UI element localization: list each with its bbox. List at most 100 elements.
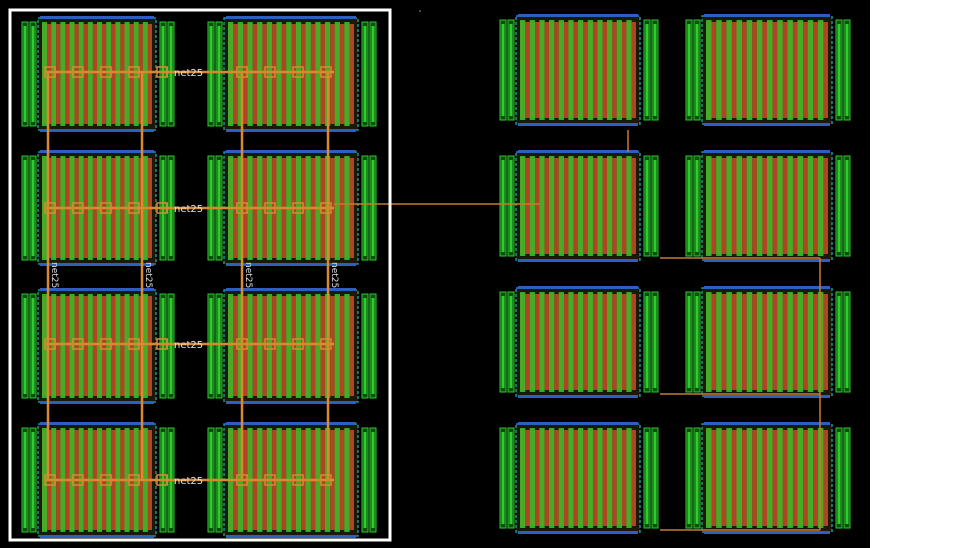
poly-gate	[602, 158, 607, 254]
right-cell-r0-c1[interactable]	[685, 14, 851, 126]
diffusion-finger	[228, 294, 234, 398]
diffusion-finger	[607, 20, 613, 120]
diffusion-finger	[60, 294, 66, 398]
diffusion-finger	[539, 428, 545, 528]
viewer-margin	[870, 0, 960, 548]
guard-ring-fill	[653, 296, 657, 388]
poly-gate	[554, 430, 559, 526]
poly-gate	[534, 430, 540, 526]
poly-gate	[762, 22, 767, 118]
right-cell-r3-c0[interactable]	[499, 422, 659, 534]
diffusion-finger	[78, 294, 84, 398]
diffusion-finger	[626, 292, 632, 392]
via-contact	[128, 338, 140, 350]
guard-ring-fill	[209, 26, 213, 122]
poly-gate	[711, 158, 717, 254]
bottom-rail	[226, 129, 356, 132]
diffusion-finger	[334, 294, 340, 398]
net-label-horizontal: net25	[174, 204, 203, 215]
diffusion-finger	[549, 156, 555, 256]
poly-gate	[563, 22, 569, 118]
layout-canvas[interactable]: net25 net25 net25 net25 net25 net25 net25 net25	[0, 0, 870, 548]
guard-ring-fill	[363, 298, 367, 394]
diffusion-finger	[315, 294, 321, 398]
poly-gate	[339, 430, 345, 530]
diffusion-finger	[69, 22, 75, 126]
guard-ring-fill	[501, 24, 505, 116]
poly-gate	[612, 294, 617, 390]
right-cell-r1-c1[interactable]	[685, 150, 851, 262]
diffusion-finger	[736, 428, 743, 528]
poly-gate	[554, 22, 559, 118]
poly-gate	[583, 294, 588, 390]
poly-gate	[782, 22, 788, 118]
selection-box[interactable]	[8, 8, 392, 542]
poly-gate	[111, 296, 116, 396]
poly-gate	[339, 158, 345, 258]
diffusion-finger	[549, 20, 555, 120]
diffusion-finger	[558, 292, 564, 392]
right-cell-r2-c1[interactable]	[685, 286, 851, 398]
guard-ring-fill	[695, 432, 699, 524]
left-cell-r0-c0[interactable]	[21, 16, 175, 132]
diffusion-finger	[756, 292, 763, 392]
poly-gate	[339, 296, 345, 396]
bottom-rail	[704, 259, 830, 262]
diffusion-finger	[626, 20, 632, 120]
poly-gate	[583, 430, 588, 526]
right-cell-r2-c0[interactable]	[499, 286, 659, 398]
poly-gate	[631, 294, 636, 390]
poly-gate	[813, 22, 818, 118]
guard-ring-fill	[687, 160, 691, 252]
diffusion-finger	[115, 22, 121, 126]
poly-gate	[320, 296, 325, 396]
diffusion-finger	[60, 22, 66, 126]
diffusion-finger	[520, 20, 526, 120]
diffusion-finger	[807, 20, 814, 120]
guard-ring-fill	[31, 432, 35, 528]
poly-gate	[631, 158, 636, 254]
via-contact	[44, 202, 56, 214]
poly-gate	[83, 24, 88, 124]
net-labels: net25 net25 net25 net25 net25 net25 net25 net25	[49, 68, 339, 487]
via-contact	[320, 338, 332, 350]
poly-gate	[65, 296, 70, 396]
top-rail	[226, 288, 356, 291]
top-rail	[40, 422, 154, 425]
poly-gate	[731, 158, 737, 254]
guard-ring-fill	[161, 298, 165, 394]
poly-gate	[563, 430, 569, 526]
diffusion-finger	[295, 22, 302, 126]
diffusion-finger	[334, 428, 340, 532]
right-cell-r1-c0[interactable]	[499, 150, 659, 262]
diffusion-finger	[726, 428, 732, 528]
right-device-array[interactable]	[499, 14, 851, 534]
diffusion-finger	[726, 20, 732, 120]
right-cell-r0-c0[interactable]	[499, 14, 659, 126]
diffusion-finger	[578, 428, 584, 528]
poly-gate	[823, 22, 828, 118]
diffusion-finger	[626, 156, 632, 256]
poly-gate	[129, 296, 134, 396]
via-contact	[264, 202, 276, 214]
diffusion-finger	[295, 294, 302, 398]
poly-gate	[252, 24, 258, 124]
left-cell-r0-c1[interactable]	[207, 16, 377, 132]
left-cell-r2-c1[interactable]	[207, 288, 377, 404]
diffusion-finger	[133, 294, 139, 398]
diffusion-finger	[69, 294, 75, 398]
diffusion-finger	[142, 22, 148, 126]
diffusion-finger	[787, 156, 793, 256]
poly-gate	[772, 294, 778, 390]
diffusion-finger	[305, 294, 311, 398]
diffusion-finger	[97, 22, 103, 126]
guard-ring-fill	[687, 24, 691, 116]
diffusion-finger	[578, 292, 584, 392]
diffusion-finger	[87, 294, 93, 398]
poly-gate	[525, 158, 530, 254]
right-cell-r3-c1[interactable]	[685, 422, 851, 534]
poly-gate	[762, 294, 767, 390]
diffusion-finger	[736, 292, 743, 392]
poly-gate	[563, 294, 569, 390]
metal-overlay	[42, 24, 152, 124]
